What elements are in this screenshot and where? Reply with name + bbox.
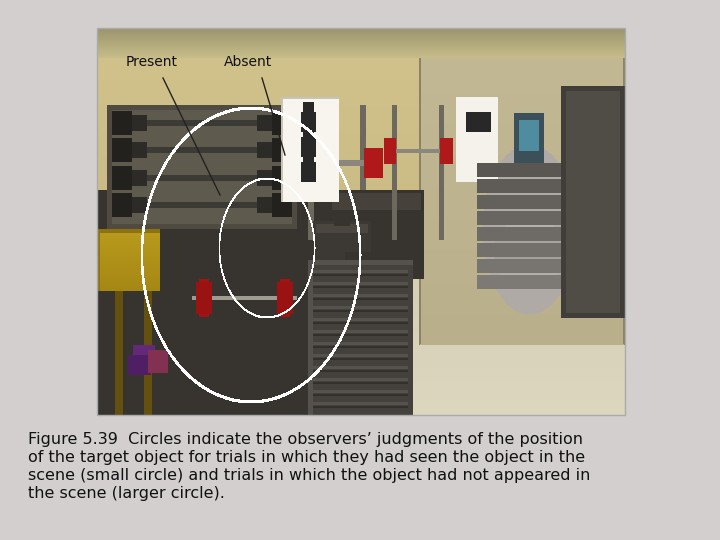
Text: the scene (larger circle).: the scene (larger circle). [28, 486, 225, 501]
Text: scene (small circle) and trials in which the object had not appeared in: scene (small circle) and trials in which… [28, 468, 590, 483]
Text: of the target object for trials in which they had seen the object in the: of the target object for trials in which… [28, 450, 585, 465]
Text: Figure 5.39  Circles indicate the observers’ judgments of the position: Figure 5.39 Circles indicate the observe… [28, 432, 583, 447]
Text: Present: Present [126, 55, 178, 69]
Bar [97, 28, 625, 415]
Text: Absent: Absent [224, 55, 272, 69]
